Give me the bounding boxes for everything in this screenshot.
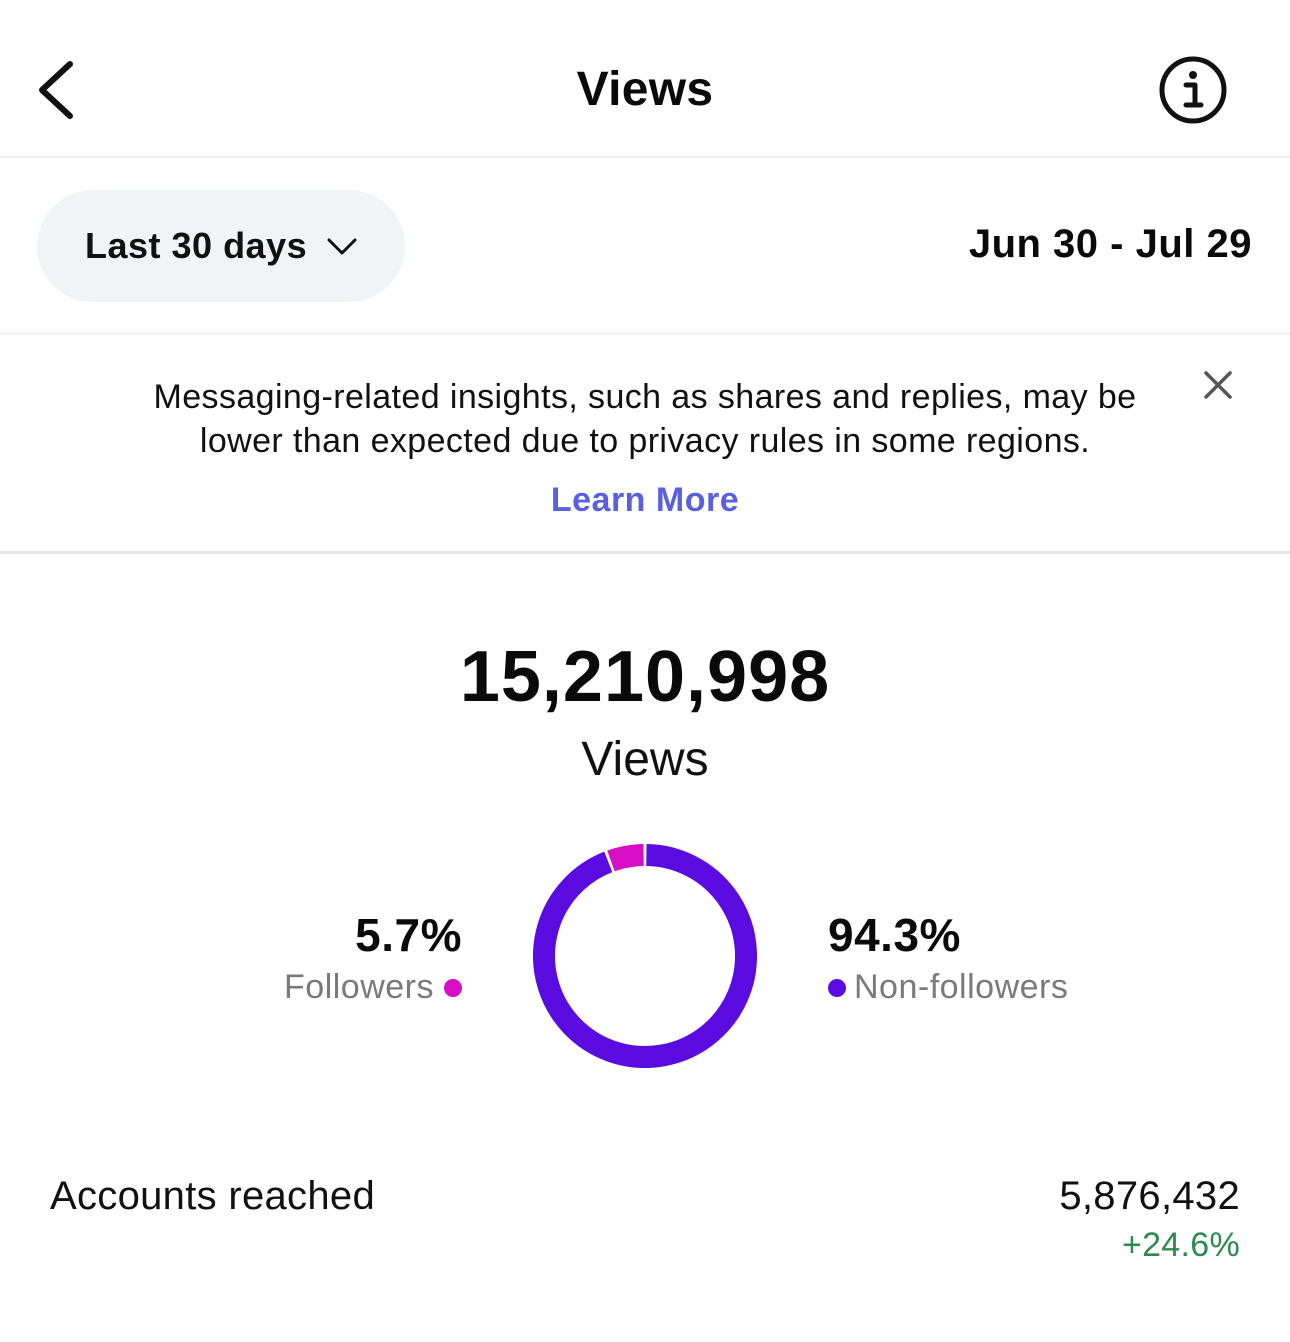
metric-value: 5,876,432 bbox=[1059, 1174, 1240, 1218]
non-followers-label: Non-followers bbox=[854, 968, 1069, 1006]
info-icon[interactable] bbox=[1157, 54, 1229, 126]
followers-legend: 5.7% Followers bbox=[284, 908, 462, 1007]
date-range: Jun 30 - Jul 29 bbox=[968, 222, 1252, 266]
metric-change: +24.6% bbox=[1121, 1226, 1240, 1264]
non-followers-dot bbox=[828, 978, 846, 997]
non-followers-segment bbox=[533, 844, 757, 1068]
metric-label: Accounts reached bbox=[50, 1174, 375, 1218]
close-icon[interactable] bbox=[1198, 365, 1238, 405]
followers-percent: 5.7% bbox=[355, 909, 462, 961]
chevron-left-icon[interactable] bbox=[26, 54, 90, 126]
period-dropdown-label: Last 30 days bbox=[85, 225, 308, 266]
followers-segment bbox=[607, 844, 645, 872]
notice-message: Messaging-related insights, such as shar… bbox=[153, 378, 1137, 460]
non-followers-percent: 94.3% bbox=[828, 909, 961, 961]
total-views-value: 15,210,998 bbox=[459, 637, 831, 717]
filter-row: Last 30 days Jun 30 - Jul 29 bbox=[0, 158, 1290, 332]
followers-dot bbox=[444, 978, 462, 997]
page-title: Views bbox=[576, 63, 714, 116]
followers-label: Followers bbox=[284, 968, 434, 1006]
chevron-down-icon bbox=[327, 238, 357, 255]
learn-more-link[interactable]: Learn More bbox=[550, 481, 740, 519]
total-views-label: Views bbox=[581, 733, 709, 786]
non-followers-legend: 94.3% Non-followers bbox=[828, 908, 1068, 1007]
period-dropdown[interactable]: Last 30 days bbox=[37, 190, 405, 302]
privacy-notice: Messaging-related insights, such as shar… bbox=[0, 332, 1290, 554]
header-bar: Views bbox=[0, 0, 1290, 158]
views-donut-chart bbox=[533, 844, 757, 1068]
